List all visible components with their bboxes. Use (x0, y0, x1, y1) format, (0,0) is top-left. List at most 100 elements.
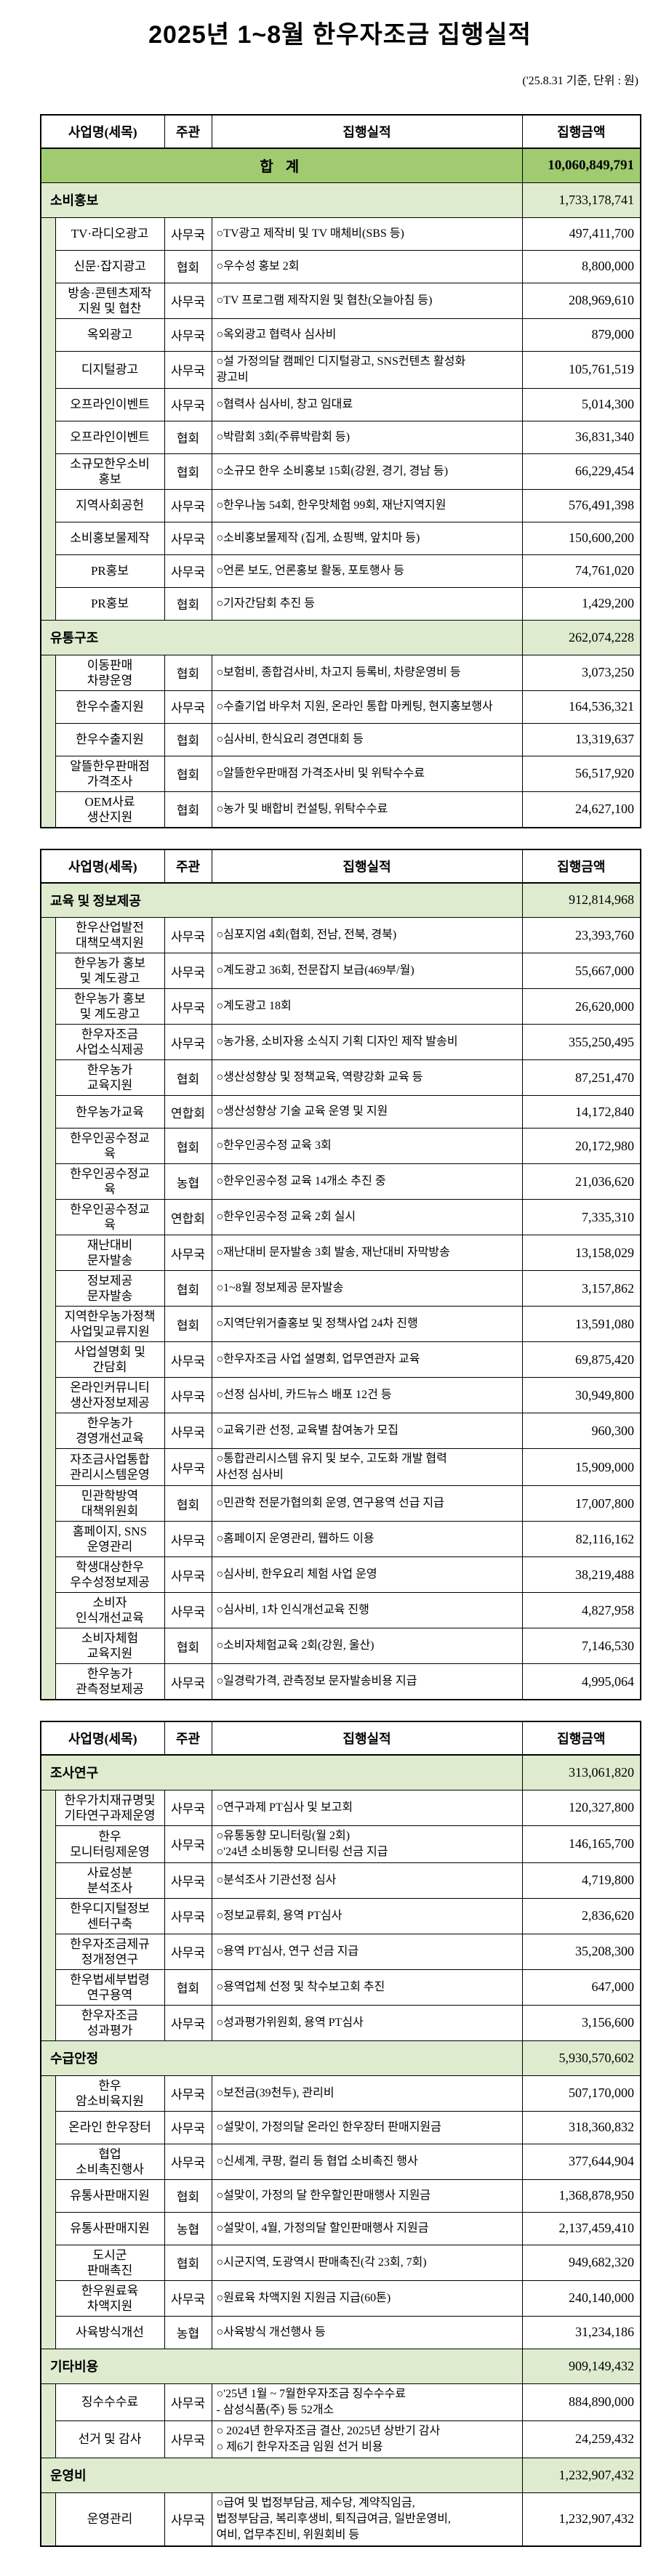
item-row: 방송·콘텐츠제작 지원 및 협찬 사무국 ○TV 프로그램 제작지원 및 협찬(오늘… (41, 282, 641, 319)
item-row: 홈페이지, SNS 운영관리 사무국 ○홈페이지 운영관리, 웹하드 이용 82,11… (41, 1521, 641, 1557)
item-org-cell: 사무국 (164, 1521, 212, 1557)
item-row: 자조금사업통합 관리시스템운영 사무국 ○통합관리시스템 유지 및 보수, 고도화 … (41, 1448, 641, 1486)
item-name-cell: 한우인공수정교 육 (55, 1199, 165, 1235)
item-row: PR홍보 협회 ○기자간담회 추진 등 1,429,200 (41, 586, 641, 621)
item-org-cell: 사무국 (164, 2492, 212, 2546)
item-row: 알뜰한우판매점 가격조사 협회 ○알뜰한우판매점 가격조사비 및 위탁수수료 56,5… (41, 755, 641, 792)
item-amount-cell: 3,073,250 (521, 654, 641, 691)
item-row: 학생대상한우 우수성정보제공 사무국 ○심사비, 한우요리 체험 사업 운영 38,2… (41, 1556, 641, 1593)
column-header-performance: 집행실적 (211, 1721, 523, 1756)
grand-total-row: 합 계 10,060,849,791 (40, 148, 641, 183)
item-amount-cell: 2,836,620 (521, 1897, 641, 1934)
item-org-cell: 협회 (164, 1485, 212, 1522)
item-amount-cell: 24,259,432 (521, 2420, 641, 2458)
item-name-cell: 한우농가 교육지원 (55, 1059, 165, 1096)
item-org-cell: 사무국 (164, 2110, 212, 2144)
item-performance-cell: ○선정 심사비, 카드뉴스 배포 12건 등 (211, 1377, 523, 1413)
item-org-cell: 연합회 (164, 1199, 212, 1235)
item-row: 온라인 한우장터 사무국 ○설맞이, 가정의달 온라인 한우장터 판매지원금 318,… (41, 2110, 641, 2144)
item-row: 한우농가 관측정보제공 사무국 ○일경락가격, 관측정보 문자발송비용 지급 4,99… (41, 1663, 641, 1700)
item-amount-cell: 355,250,495 (521, 1024, 641, 1060)
section-indent-strip (40, 917, 56, 1700)
item-row: 유통사판매지원 농협 ○설맞이, 4월, 가정의달 할인판매행사 지원금 2,137,… (41, 2211, 641, 2245)
item-amount-cell: 38,219,488 (521, 1556, 641, 1593)
item-row: 한우가치재규명및 기타연구과제운영 사무국 ○연구과제 PT심사 및 보고회 120,… (40, 1789, 641, 2041)
item-row: 소비자체험 교육지원 협회 ○소비자체험교육 2회(강원, 울산) 7,146,530 (41, 1628, 641, 1664)
item-performance-cell: ○설맞이, 가정의 달 한우할인판매행사 지원금 (211, 2179, 523, 2213)
item-performance-cell: ○연구과제 PT심사 및 보고회 (211, 1789, 523, 1826)
item-performance-cell: ○보전금(39천두), 관리비 (211, 2075, 523, 2112)
item-row: 한우인공수정교 육 농협 ○한우인공수정 교육 14개소 추진 중 21,036,62… (41, 1163, 641, 1200)
item-org-cell: 사무국 (164, 217, 212, 251)
item-row: 이동판매 차량운영 협회 ○보험비, 종합검사비, 차고지 등록비, 차량운영비 등… (40, 654, 641, 828)
item-performance-cell: ○통합관리시스템 유지 및 보수, 고도화 개발 협력 사선정 심사비 (211, 1448, 523, 1486)
item-name-cell: 소비자 인식개선교육 (55, 1592, 165, 1628)
item-amount-cell: 30,949,800 (521, 1377, 641, 1413)
item-row: 운영관리 사무국 ○급여 및 법정부담금, 제수당, 계약직임금, 법정부담금, 복… (40, 2492, 641, 2546)
item-name-cell: PR홍보 (55, 554, 165, 588)
table-header-row: 사업명(세목) 주관 집행실적 집행금액 (40, 1721, 641, 1756)
section-name: 유통구조 (40, 619, 523, 655)
section-indent-strip (40, 217, 56, 621)
item-amount-cell: 36,831,340 (521, 420, 641, 454)
item-amount-cell: 1,232,907,432 (521, 2492, 641, 2546)
section-name: 수급안정 (40, 2040, 523, 2076)
section-row: 운영비 1,232,907,432 (40, 2457, 641, 2493)
item-amount-cell: 8,800,000 (521, 249, 641, 283)
item-performance-cell: ○계도광고 36회, 전문잡지 보급(469부/월) (211, 953, 523, 989)
item-amount-cell: 105,761,519 (521, 350, 641, 389)
item-amount-cell: 120,327,800 (521, 1789, 641, 1826)
item-performance-cell: ○계도광고 18회 (211, 988, 523, 1025)
item-performance-cell: ○소비홍보물제작 (집게, 쇼핑백, 앞치마 등) (211, 521, 523, 555)
section-row: 기타비용 909,149,432 (40, 2348, 641, 2384)
item-org-cell: 사무국 (164, 1663, 212, 1700)
item-row: 민관학방역 대책위원회 협회 ○민관학 전문가협의회 운영, 연구용역 선급 지급 1… (41, 1485, 641, 1522)
item-name-cell: 정보제공 문자발송 (55, 1270, 165, 1307)
grand-total-label: 합 계 (40, 148, 523, 183)
grand-total-amount: 10,060,849,791 (521, 148, 641, 183)
item-org-cell: 협회 (164, 1306, 212, 1342)
item-row: 소비자 인식개선교육 사무국 ○심사비, 1차 인식개선교육 진행 4,827,958 (41, 1592, 641, 1628)
item-performance-cell: ○생산성향상 및 정책교육, 역량강화 교육 등 (211, 1059, 523, 1096)
item-org-cell: 사무국 (164, 1592, 212, 1628)
item-performance-cell: ○민관학 전문가협의회 운영, 연구용역 선급 지급 (211, 1485, 523, 1522)
item-performance-cell: ○수출기업 바우처 지원, 온라인 통합 마케팅, 현지홍보행사 (211, 690, 523, 724)
item-row: 선거 및 감사 사무국 ○ 2024년 한우자조금 결산, 2025년 상반기 감사… (41, 2420, 641, 2458)
item-row: 디지털광고 사무국 ○설 가정의달 캠페인 디지털광고, SNS컨텐츠 활성화 광고… (41, 350, 641, 389)
item-amount-cell: 240,140,000 (521, 2280, 641, 2317)
item-performance-cell: ○설맞이, 4월, 가정의달 할인판매행사 지원금 (211, 2211, 523, 2245)
section-row: 교육 및 정보제공 912,814,968 (40, 882, 641, 918)
item-performance-cell: ○일경락가격, 관측정보 문자발송비용 지급 (211, 1663, 523, 1700)
section-amount: 313,061,820 (521, 1754, 641, 1790)
item-performance-cell: ○시군지역, 도광역시 판매촉진(각 23회, 7회) (211, 2244, 523, 2281)
item-row: OEM사료 생산지원 협회 ○농가 및 배합비 컨설팅, 위탁수수료 24,627,1… (41, 791, 641, 828)
item-row: 사료성분 분석조사 사무국 ○분석조사 기관선정 심사 4,719,800 (41, 1862, 641, 1899)
item-row: 지역사회공헌 사무국 ○한우나눔 54회, 한우맛체험 99회, 재난지역지원 576… (41, 488, 641, 522)
item-name-cell: 유통사판매지원 (55, 2211, 165, 2245)
item-org-cell: 협회 (164, 1628, 212, 1664)
item-org-cell: 사무국 (164, 953, 212, 989)
item-performance-cell: ○ 2024년 한우자조금 결산, 2025년 상반기 감사 ○ 제6기 한우자… (211, 2420, 523, 2458)
item-name-cell: 온라인커뮤니티 생산자정보제공 (55, 1377, 165, 1413)
item-name-cell: 한우가치재규명및 기타연구과제운영 (55, 1789, 165, 1826)
item-name-cell: 한우인공수정교 육 (55, 1163, 165, 1200)
item-row: 한우인공수정교 육 협회 ○한우인공수정 교육 3회 20,172,980 (41, 1128, 641, 1164)
item-performance-cell: ○알뜰한우판매점 가격조사비 및 위탁수수료 (211, 755, 523, 792)
item-row: 한우수출지원 협회 ○심사비, 한식요리 경연대회 등 13,319,637 (41, 722, 641, 756)
item-row: 한우농가 경영개선교육 사무국 ○교육기관 선정, 교육별 참여농가 모집 960,3… (41, 1413, 641, 1449)
item-row: 정보제공 문자발송 협회 ○1~8월 정보제공 문자발송 3,157,862 (41, 1270, 641, 1307)
item-name-cell: 한우자조금제규 정개정연구 (55, 1933, 165, 1970)
item-amount-cell: 4,995,064 (521, 1663, 641, 1700)
item-name-cell: 온라인 한우장터 (55, 2110, 165, 2144)
item-org-cell: 사무국 (164, 1024, 212, 1060)
column-header-org: 주관 (164, 1721, 212, 1756)
column-header-name: 사업명(세목) (40, 114, 165, 149)
item-row: 신문·잡지광고 협회 ○우수성 홍보 2회 8,800,000 (41, 249, 641, 283)
item-org-cell: 사무국 (164, 2075, 212, 2112)
item-row: 오프라인이벤트 사무국 ○협력사 심사비, 창고 임대료 5,014,300 (41, 387, 641, 421)
item-performance-cell: ○홈페이지 운영관리, 웹하드 이용 (211, 1521, 523, 1557)
item-name-cell: 한우수출지원 (55, 690, 165, 724)
item-org-cell: 협회 (164, 755, 212, 792)
item-amount-cell: 1,368,878,950 (521, 2179, 641, 2213)
section-name: 기타비용 (40, 2348, 523, 2384)
